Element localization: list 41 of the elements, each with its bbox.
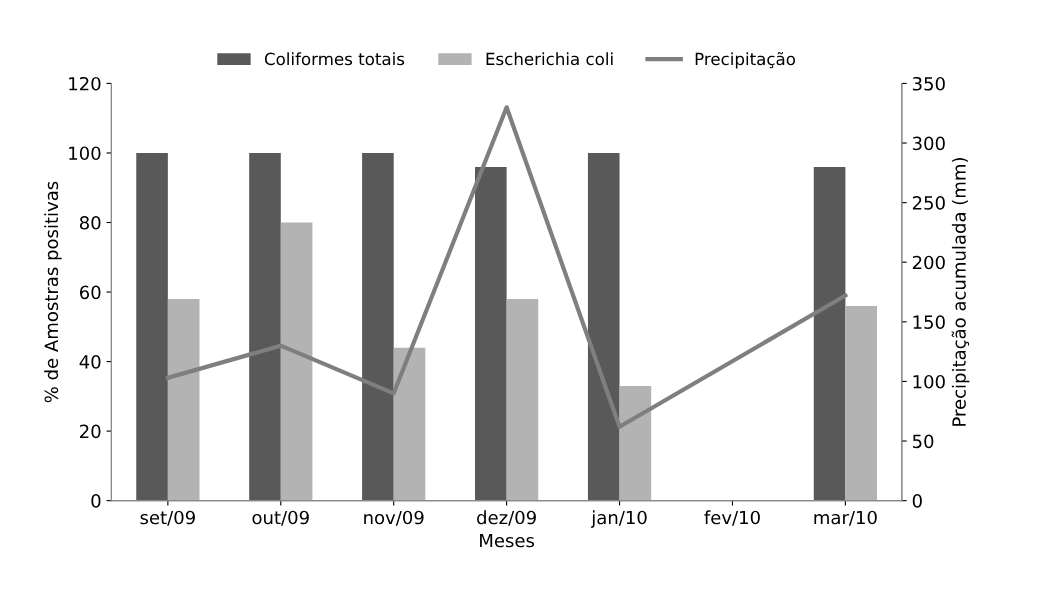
y-tick-label: 40 [79, 355, 101, 369]
y-tick-label: 120 [69, 76, 101, 91]
y-tick-label: 0 [91, 494, 101, 508]
y2-tick-label: 350 [912, 76, 945, 91]
bar [813, 166, 846, 501]
bar [587, 152, 620, 501]
bar [506, 298, 539, 501]
y-tick-label: 20 [80, 424, 101, 439]
bar [249, 152, 281, 501]
legend-label: Escherichia coli [486, 52, 613, 66]
line-series [165, 105, 848, 429]
y-tick-label: 80 [79, 215, 101, 230]
y2-tick-label: 150 [913, 315, 945, 329]
y2-tick-label: 250 [912, 196, 945, 210]
y2-tick-label: 100 [913, 374, 945, 389]
x-tick-label: nov/09 [364, 510, 424, 526]
bar [136, 152, 168, 501]
bar [475, 166, 507, 501]
legend-label: Coliformes totais [264, 52, 405, 66]
bar [845, 305, 878, 501]
y2-tick-label: 300 [912, 136, 945, 151]
bar [280, 222, 313, 501]
x-tick-label: out/09 [252, 510, 309, 526]
bar [362, 152, 394, 501]
x-tick-label: set/09 [140, 510, 195, 526]
x-tick-label: fev/10 [704, 510, 760, 526]
y2-axis-title: Precipitação acumulada (mm) [951, 158, 970, 426]
y2-tick-label: 200 [912, 255, 945, 270]
x-tick-label: dez/09 [477, 510, 536, 526]
x-tick-label: mar/10 [814, 510, 877, 526]
y-tick-label: 100 [69, 146, 101, 161]
y2-tick-label: 0 [912, 494, 922, 508]
bar [393, 347, 426, 501]
x-tick-label: jan/10 [590, 510, 647, 528]
legend-label: Precipitação [695, 52, 796, 69]
bar [167, 298, 200, 501]
x-axis-title: Meses [480, 533, 535, 548]
y2-tick-label: 50 [912, 434, 934, 449]
bar [619, 385, 652, 501]
y-tick-label: 60 [79, 285, 101, 300]
y-axis-title: % de Amostras positivas [44, 181, 62, 403]
